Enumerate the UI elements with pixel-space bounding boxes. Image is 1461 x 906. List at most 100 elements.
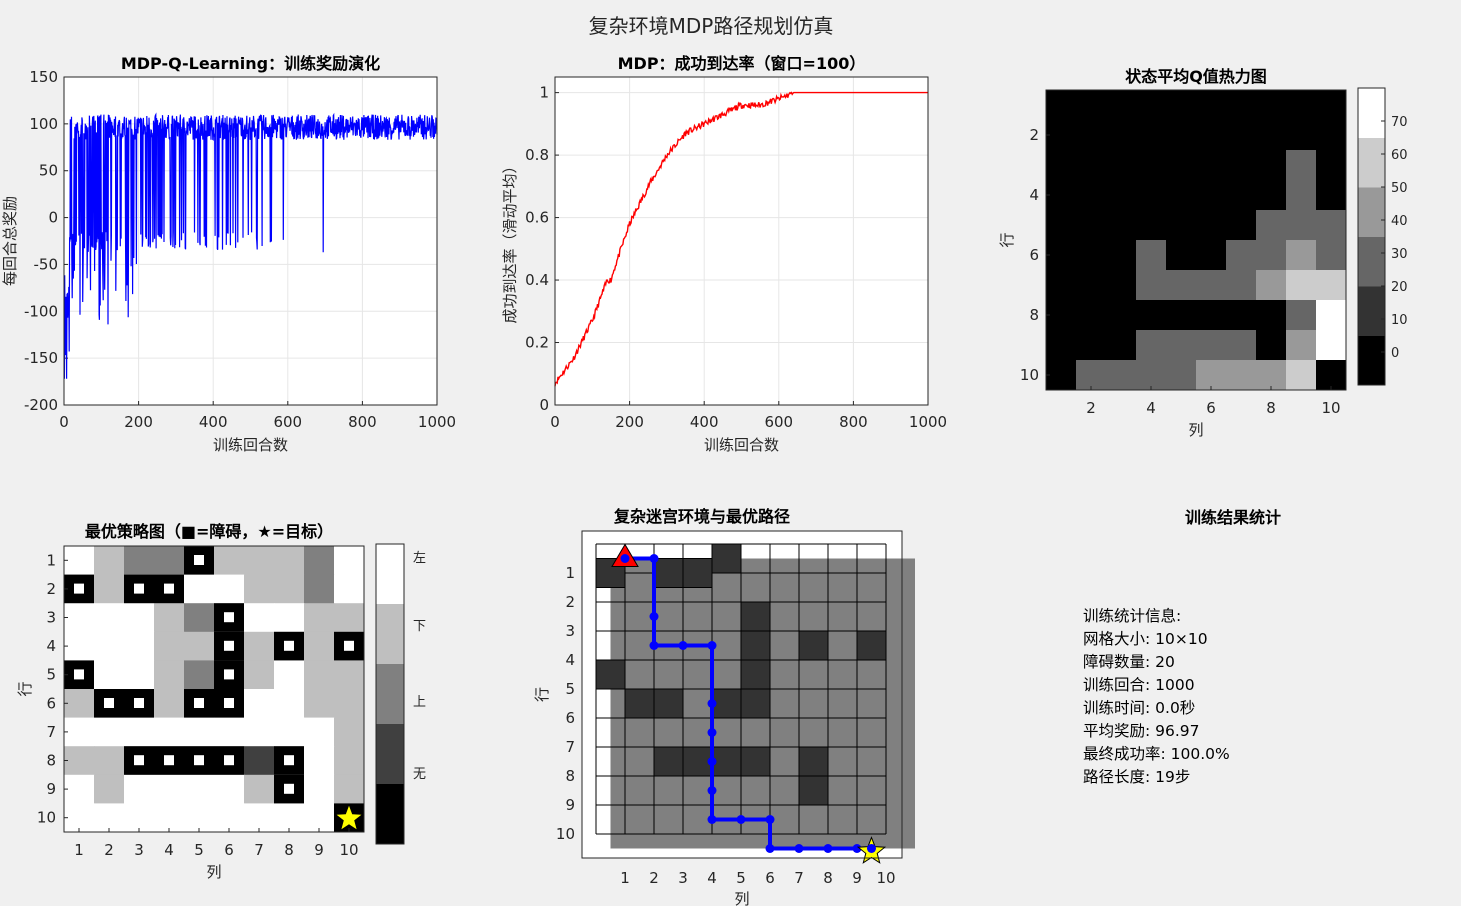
colorbar-segment: [376, 664, 404, 725]
q-value-heatmap: 状态平均Q值热力图 2 4 6 8 10 2 4 6 8 10 列 行 0 10 20 30 40 50 60 70: [998, 67, 1408, 439]
policy-cell: [334, 689, 365, 719]
x-tick-label: 400: [199, 413, 228, 431]
policy-cell: [154, 660, 185, 690]
colorbar-tick-label: 50: [1391, 181, 1408, 196]
policy-cell: [274, 717, 305, 747]
maze-obstacle: [740, 630, 771, 661]
heatmap-cell: [1226, 210, 1257, 241]
heatmap-cell: [1166, 90, 1197, 121]
policy-cell: [94, 546, 125, 576]
policy-cell: [64, 774, 95, 804]
y-tick-label: 9: [565, 796, 575, 814]
y-tick-label: 10: [1020, 366, 1039, 384]
policy-cell: [274, 603, 305, 633]
policy-cell: [334, 746, 365, 776]
x-tick-label: 600: [273, 413, 302, 431]
x-tick-label: 4: [164, 841, 174, 859]
x-axis-label: 列: [1188, 421, 1203, 439]
x-tick-label: 0: [550, 413, 560, 431]
policy-cell: [94, 717, 125, 747]
x-tick-label: 6: [765, 869, 775, 887]
policy-cell: [304, 660, 335, 690]
chart-title: 复杂迷宫环境与最优路径: [613, 507, 790, 526]
heatmap-cell: [1316, 150, 1347, 181]
colorbar-frame: [375, 543, 405, 845]
maze-obstacle: [711, 543, 742, 574]
obstacle-marker: [134, 698, 144, 708]
x-tick-label: 2: [1086, 399, 1096, 417]
heatmap-cell: [1226, 270, 1257, 301]
y-tick-label: 7: [46, 723, 56, 741]
policy-cell: [64, 717, 95, 747]
y-tick-label: 0: [48, 209, 58, 227]
colorbar-segment: [1358, 88, 1385, 138]
path-node: [852, 844, 862, 853]
policy-cell: [94, 774, 125, 804]
x-axis-label: 列: [734, 890, 749, 906]
maze-obstacle: [624, 688, 655, 719]
heatmap-cell: [1106, 360, 1137, 391]
y-tick-label: 4: [1029, 186, 1039, 204]
policy-cell: [304, 774, 335, 804]
obstacle-marker: [224, 612, 234, 623]
heatmap-cell: [1256, 360, 1287, 391]
heatmap-cell: [1136, 330, 1167, 361]
policy-cell: [304, 631, 335, 661]
obstacle-marker: [134, 755, 144, 766]
heatmap-cell: [1226, 240, 1257, 271]
policy-cell: [154, 631, 185, 661]
y-tick-label: 8: [565, 767, 575, 785]
path-node: [649, 641, 659, 650]
stats-line: 最终成功率: 100.0%: [1083, 745, 1230, 763]
heatmap-cell: [1286, 240, 1317, 271]
colorbar-tick-label: 40: [1391, 214, 1408, 229]
x-tick-label: 6: [1206, 399, 1216, 417]
policy-cell: [244, 717, 275, 747]
y-tick-label: 4: [46, 637, 56, 655]
heatmap-cell: [1196, 90, 1227, 121]
heatmap-cell: [1316, 90, 1347, 121]
x-tick-label: 1000: [909, 413, 947, 431]
policy-cell: [214, 546, 245, 576]
policy-cell: [334, 717, 365, 747]
policy-cell: [64, 603, 95, 633]
x-tick-label: 600: [764, 413, 793, 431]
path-node: [765, 844, 775, 853]
policy-cell: [304, 746, 335, 776]
path-node: [707, 815, 717, 824]
x-tick-label: 1000: [418, 413, 456, 431]
policy-cell: [304, 689, 335, 719]
y-axis-label: 行: [998, 232, 1016, 247]
heatmap-cell: [1316, 330, 1347, 361]
y-tick-label: -200: [24, 396, 58, 414]
maze-obstacle: [798, 775, 829, 806]
heatmap-cell: [1196, 360, 1227, 391]
figure-title: 复杂环境MDP路径规划仿真: [589, 14, 834, 38]
reward-series-line: [63, 112, 438, 379]
reward-chart: 0 200 400 600 800 1000 -200 -150 -100 -50 0 50 100 15…: [1, 54, 456, 454]
y-axis-label: 行: [16, 681, 34, 696]
maze-obstacle: [798, 746, 829, 777]
heatmap-cell: [1256, 300, 1287, 331]
maze-obstacle: [740, 659, 771, 690]
colorbar-tick-label: 10: [1391, 313, 1408, 328]
policy-cell: [124, 660, 155, 690]
heatmap-cell: [1136, 360, 1167, 391]
heatmap-cell: [1256, 330, 1287, 361]
heatmap-cell: [1316, 120, 1347, 151]
x-tick-label: 6: [224, 841, 234, 859]
policy-cell: [214, 717, 245, 747]
policy-cell: [244, 660, 275, 690]
heatmap-cell: [1046, 120, 1077, 151]
heatmap-cell: [1106, 120, 1137, 151]
heatmap-cell: [1256, 270, 1287, 301]
colorbar-segment: [376, 724, 404, 785]
y-tick-label: 3: [46, 609, 56, 627]
x-tick-label: 7: [794, 869, 804, 887]
colorbar-tick-label: 0: [1391, 346, 1399, 361]
policy-cell: [154, 689, 185, 719]
obstacle-marker: [224, 640, 234, 651]
policy-cell: [274, 574, 305, 604]
y-tick-label: 4: [565, 651, 575, 669]
stats-line: 平均奖励: 96.97: [1083, 722, 1200, 740]
